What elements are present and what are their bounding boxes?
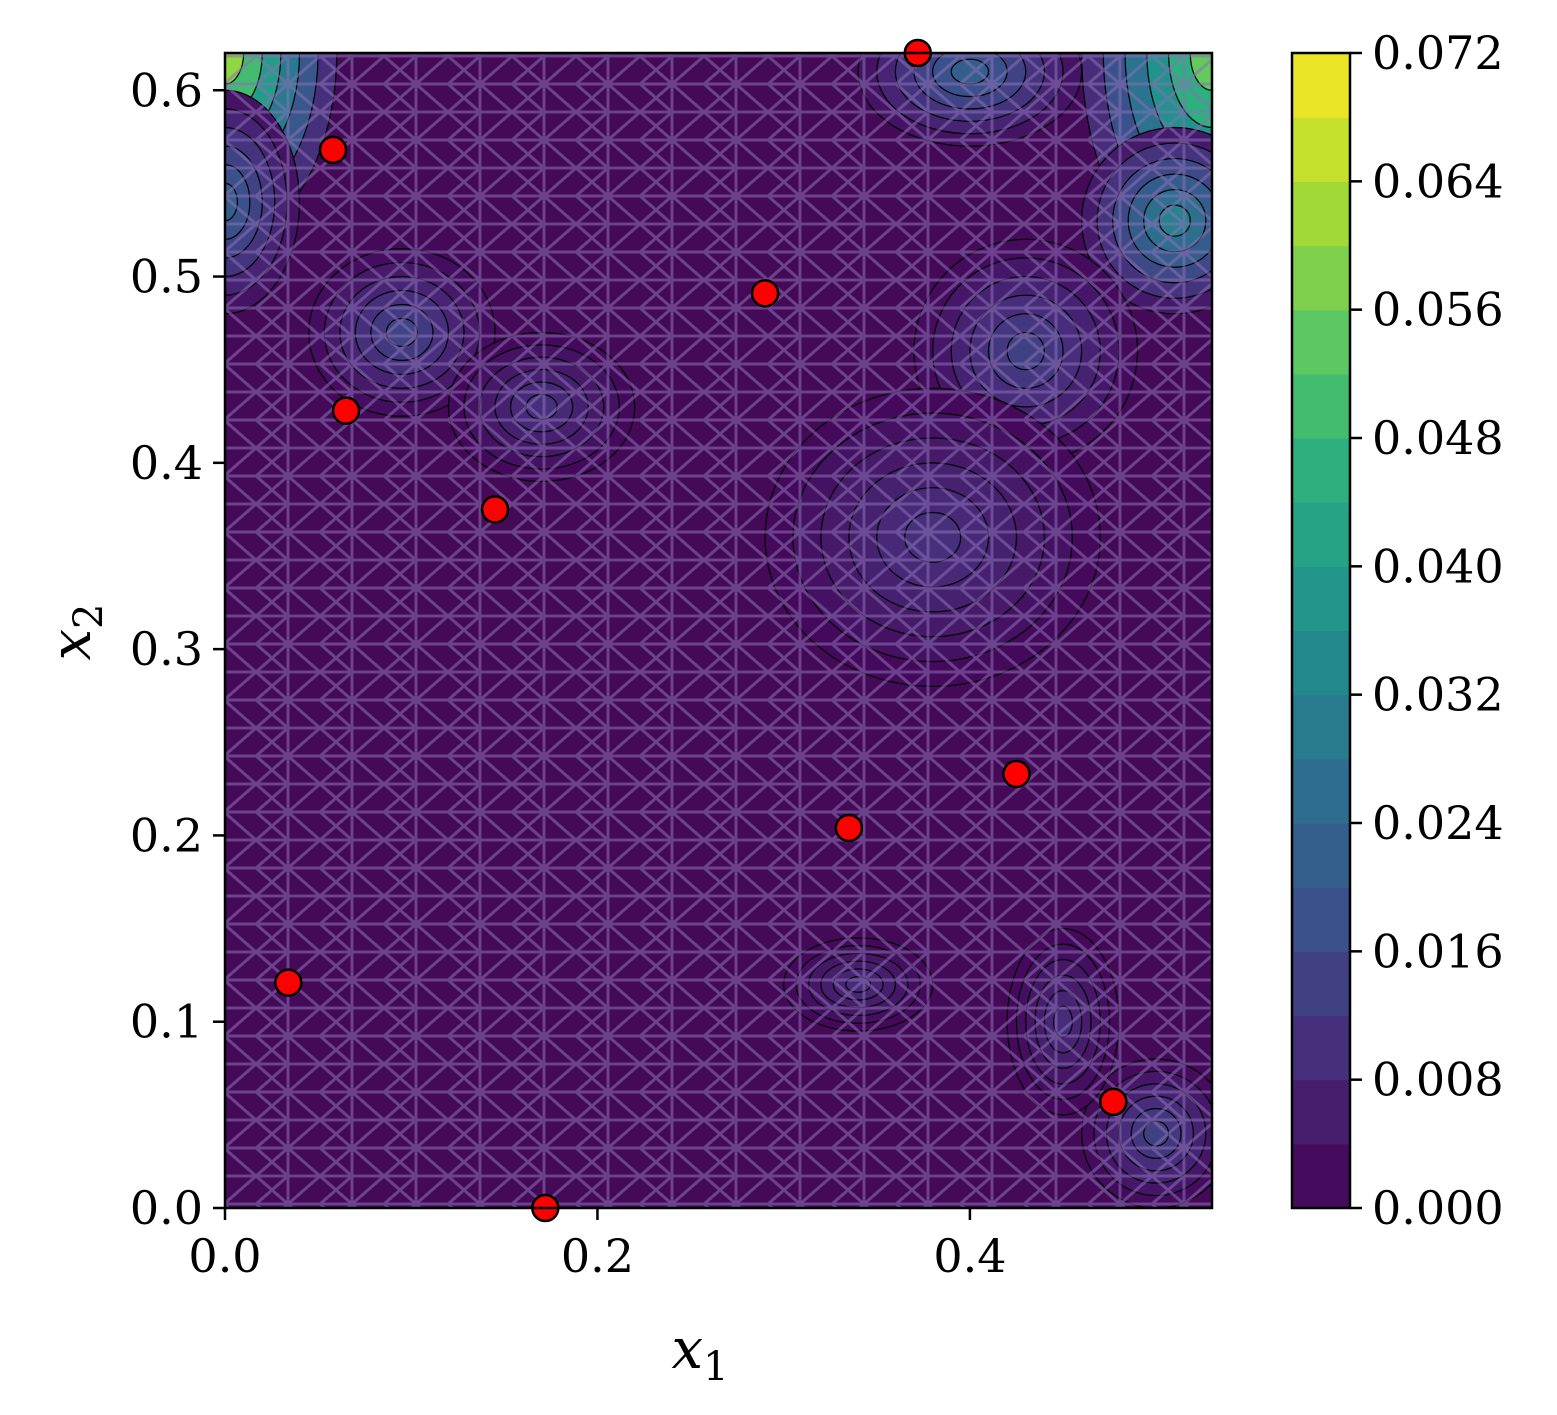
colorbar-frame	[1290, 51, 1352, 1210]
y-tick-label: 0.6	[130, 63, 203, 117]
colorbar: 0.000 0.008 0.016 0.024 0.032 0.040 0.048 0.056…	[1290, 26, 1504, 1235]
sample-point	[318, 135, 348, 165]
plot-area	[223, 38, 1214, 1223]
mesh-overlay	[225, 53, 1212, 1208]
colorbar-segment	[1292, 630, 1350, 696]
y-tick-label: 0.2	[130, 808, 203, 862]
colorbar-segment	[1292, 823, 1350, 888]
colorbar-tick-label: 0.048	[1372, 411, 1504, 465]
y-tick-label: 0.3	[130, 622, 203, 676]
colorbar-segment	[1292, 245, 1350, 311]
colorbar-segment	[1292, 758, 1350, 824]
colorbar-segment	[1292, 117, 1350, 182]
colorbar-segment	[1292, 951, 1350, 1017]
colorbar-tick-label: 0.008	[1372, 1053, 1504, 1107]
x-tick-label: 0.2	[561, 1229, 634, 1283]
sample-point	[274, 968, 303, 997]
sample-point	[331, 396, 361, 425]
colorbar-segment	[1292, 53, 1350, 118]
colorbar-segment	[1292, 309, 1350, 375]
y-axis-label: x2	[39, 603, 112, 660]
colorbar-segment	[1292, 181, 1350, 247]
colorbar-segment	[1292, 1015, 1350, 1081]
colorbar-segment	[1292, 502, 1350, 567]
colorbar-segment	[1292, 438, 1350, 503]
y-axis: 0.0 0.1 0.2 0.3 0.4 0.5 0.6	[130, 63, 225, 1235]
colorbar-tick-label: 0.056	[1372, 283, 1504, 337]
colorbar-segment	[1292, 373, 1350, 439]
colorbar-tick-label: 0.000	[1372, 1181, 1504, 1235]
colorbar-segment	[1292, 694, 1350, 760]
x-axis: 0.0 0.2 0.4	[188, 1208, 1006, 1283]
sample-point	[750, 279, 780, 308]
colorbar-tick-label: 0.024	[1372, 796, 1504, 850]
colorbar-tick-label: 0.032	[1372, 668, 1504, 722]
y-tick-label: 0.5	[130, 250, 203, 304]
x-tick-label: 0.0	[188, 1229, 261, 1283]
y-tick-label: 0.4	[130, 436, 203, 490]
sample-point	[1099, 1087, 1128, 1117]
sample-point	[480, 495, 510, 524]
x-tick-label: 0.4	[933, 1229, 1006, 1283]
sample-points	[274, 38, 1128, 1223]
y-tick-label: 0.1	[130, 995, 203, 1049]
sample-point	[834, 813, 864, 843]
plot-frame	[223, 51, 1214, 1210]
colorbar-segment	[1292, 1079, 1350, 1145]
sample-point	[1002, 759, 1031, 789]
colorbar-tick-label: 0.016	[1372, 924, 1504, 978]
colorbar-segment	[1292, 1143, 1350, 1209]
colorbar-segment	[1292, 566, 1350, 632]
colorbar-tick-label: 0.040	[1372, 539, 1504, 593]
x-axis-label: x1	[671, 1317, 728, 1390]
y-tick-label: 0.0	[130, 1181, 203, 1235]
x-axis-label-subscript: 1	[703, 1344, 728, 1390]
colorbar-tick-label: 0.072	[1372, 26, 1504, 80]
colorbar-tick-label: 0.064	[1372, 154, 1504, 208]
y-axis-label-subscript: 2	[66, 603, 112, 628]
colorbar-segment	[1292, 887, 1350, 952]
